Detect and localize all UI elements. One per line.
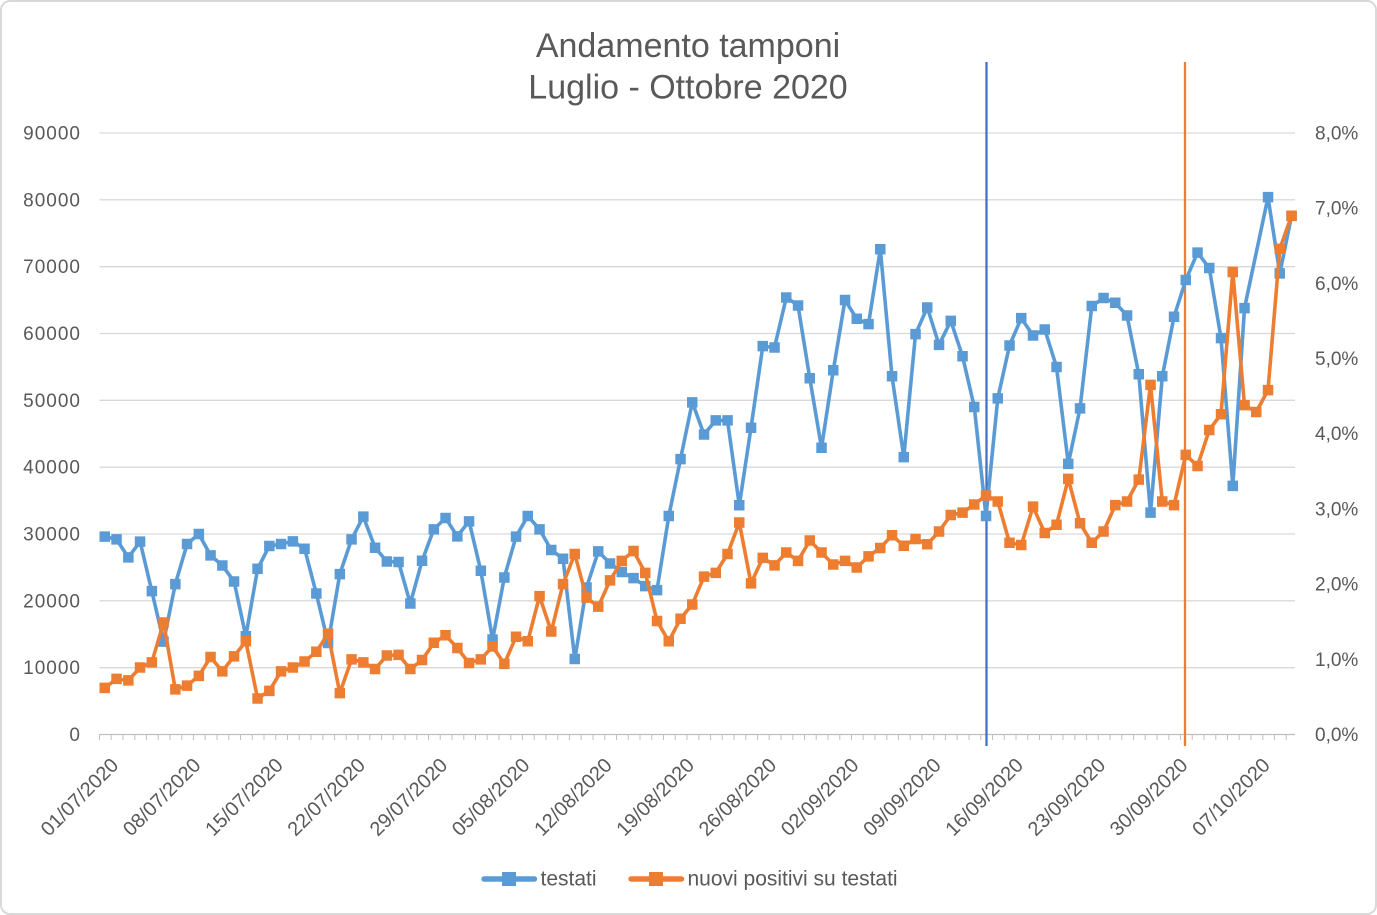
svg-text:3,0%: 3,0% [1315, 499, 1358, 520]
svg-text:0: 0 [69, 725, 81, 746]
svg-text:90000: 90000 [23, 124, 81, 145]
svg-text:80000: 80000 [23, 190, 81, 211]
svg-text:testati: testati [541, 868, 597, 891]
svg-text:Luglio - Ottobre 2020: Luglio - Ottobre 2020 [528, 69, 847, 107]
svg-text:40000: 40000 [23, 458, 81, 479]
svg-text:10000: 10000 [23, 658, 81, 679]
svg-text:4,0%: 4,0% [1315, 424, 1358, 445]
svg-text:70000: 70000 [23, 257, 81, 278]
svg-text:30000: 30000 [23, 525, 81, 546]
svg-text:60000: 60000 [23, 324, 81, 345]
svg-text:1,0%: 1,0% [1315, 650, 1358, 671]
svg-text:8,0%: 8,0% [1315, 124, 1358, 145]
svg-text:20000: 20000 [23, 591, 81, 612]
svg-text:50000: 50000 [23, 391, 81, 412]
svg-text:7,0%: 7,0% [1315, 199, 1358, 220]
svg-text:6,0%: 6,0% [1315, 274, 1358, 295]
svg-text:nuovi positivi su testati: nuovi positivi su testati [688, 868, 898, 891]
svg-text:0,0%: 0,0% [1315, 725, 1358, 746]
svg-text:5,0%: 5,0% [1315, 349, 1358, 370]
svg-text:2,0%: 2,0% [1315, 575, 1358, 596]
svg-text:Andamento tamponi: Andamento tamponi [536, 27, 840, 65]
